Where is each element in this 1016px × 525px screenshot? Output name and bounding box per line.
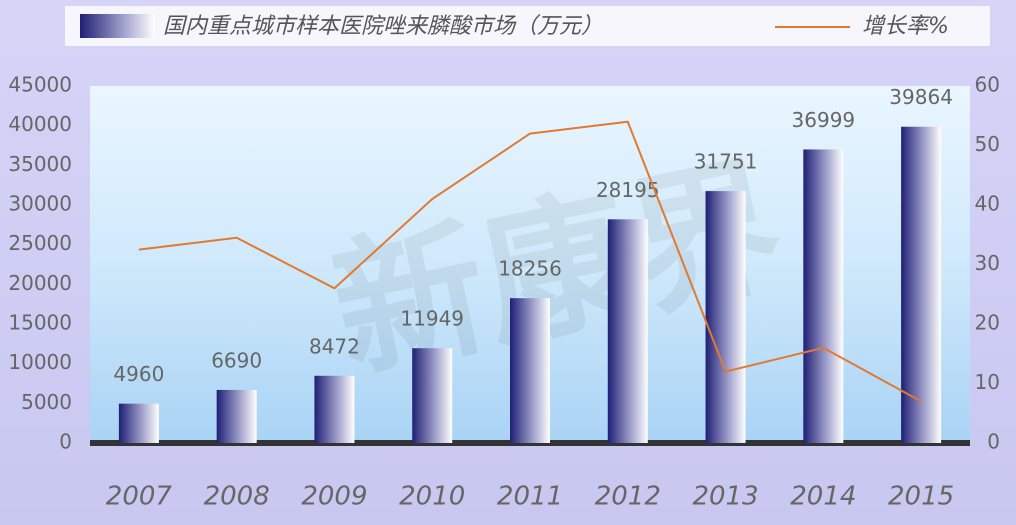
bar [607, 219, 648, 443]
y-tick-label: 0 [59, 430, 72, 454]
y-tick-label: 25000 [8, 231, 72, 255]
y-tick-label: 35000 [8, 152, 72, 176]
data-label: 39864 [889, 85, 953, 109]
y2-tick-label: 30 [975, 251, 1000, 275]
x-tick-label: 2013 [692, 482, 758, 512]
bar [901, 126, 942, 443]
y2-tick-label: 50 [975, 132, 1000, 156]
y2-tick-label: 10 [975, 370, 1000, 394]
data-label: 18256 [498, 257, 562, 281]
data-label: 8472 [309, 334, 360, 358]
x-tick-label: 2014 [790, 482, 856, 512]
bar [705, 191, 746, 443]
y-tick-label: 45000 [8, 73, 72, 97]
legend-label: 国内重点城市样本医院唑来膦酸市场（万元） [163, 14, 603, 39]
y-tick-label: 20000 [8, 271, 72, 295]
y-tick-label: 10000 [8, 350, 72, 374]
bar [118, 403, 159, 443]
data-label: 4960 [113, 362, 164, 386]
bar [412, 348, 453, 443]
data-label: 11949 [400, 307, 464, 331]
x-tick-label: 2011 [497, 482, 563, 512]
y-tick-label: 5000 [21, 390, 72, 414]
data-label: 28195 [596, 178, 660, 202]
y-tick-label: 30000 [8, 192, 72, 216]
bar [314, 375, 355, 443]
y-tick-label: 15000 [8, 311, 72, 335]
y-tick-label: 40000 [8, 112, 72, 136]
y2-tick-label: 0 [987, 430, 1000, 454]
line [138, 120, 922, 403]
y2-tick-label: 60 [975, 73, 1000, 97]
x-tick-label: 2012 [595, 482, 661, 512]
data-label: 36999 [792, 108, 856, 132]
x-tick-label: 2007 [106, 482, 173, 512]
x-tick-label: 2015 [888, 482, 954, 512]
bar [510, 298, 550, 443]
y2-tick-label: 20 [975, 311, 1000, 335]
bar [803, 149, 844, 443]
bar [216, 389, 257, 443]
data-label: 31751 [694, 150, 758, 174]
x-tick-label: 2010 [399, 482, 465, 512]
x-tick-label: 2008 [204, 482, 270, 512]
x-tick-label: 2009 [301, 482, 367, 512]
legend-label: 增长率% [862, 14, 949, 39]
legend-swatch [80, 14, 155, 38]
y2-tick-label: 40 [975, 192, 1000, 216]
data-label: 6690 [211, 348, 262, 372]
